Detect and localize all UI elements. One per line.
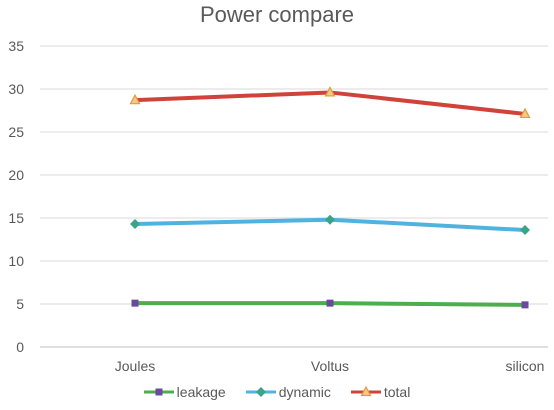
legend-swatch-leakage bbox=[143, 388, 174, 396]
y-tick-label: 35 bbox=[8, 38, 24, 54]
y-tick-label: 20 bbox=[8, 167, 24, 183]
x-tick-label: Joules bbox=[115, 358, 155, 374]
data-point-leakage bbox=[521, 301, 529, 309]
data-point-total bbox=[324, 86, 336, 97]
x-tick-label: silicon bbox=[506, 358, 545, 374]
legend-marker-dynamic bbox=[255, 387, 266, 397]
y-tick-label: 25 bbox=[8, 124, 24, 140]
x-tick-label: Voltus bbox=[311, 358, 349, 374]
y-tick-label: 10 bbox=[8, 253, 24, 269]
chart-title: Power compare bbox=[199, 2, 355, 27]
y-tick-label: 5 bbox=[16, 296, 24, 312]
y-tick-label: 15 bbox=[8, 210, 24, 226]
legend-item-dynamic: dynamic bbox=[245, 384, 331, 400]
data-point-dynamic bbox=[325, 214, 335, 225]
data-point-total bbox=[519, 107, 531, 119]
legend-swatch-total bbox=[350, 385, 381, 397]
y-tick-label: 0 bbox=[16, 339, 24, 355]
data-point-leakage bbox=[131, 299, 139, 307]
legend-marker-total bbox=[360, 385, 372, 397]
legend-item-leakage: leakage bbox=[143, 384, 226, 400]
legend-label: leakage bbox=[176, 384, 226, 400]
y-tick-label: 30 bbox=[8, 81, 24, 97]
data-point-total bbox=[129, 93, 141, 105]
legend-label: dynamic bbox=[278, 384, 331, 400]
data-point-dynamic bbox=[130, 219, 140, 230]
legend-swatch-dynamic bbox=[245, 387, 276, 397]
legend-label: total bbox=[383, 384, 411, 400]
legend-marker-leakage bbox=[155, 388, 163, 396]
data-point-leakage bbox=[326, 299, 334, 307]
data-point-dynamic bbox=[520, 225, 530, 236]
chart-legend: leakage dynamic total bbox=[0, 384, 554, 400]
legend-item-total: total bbox=[350, 384, 411, 400]
